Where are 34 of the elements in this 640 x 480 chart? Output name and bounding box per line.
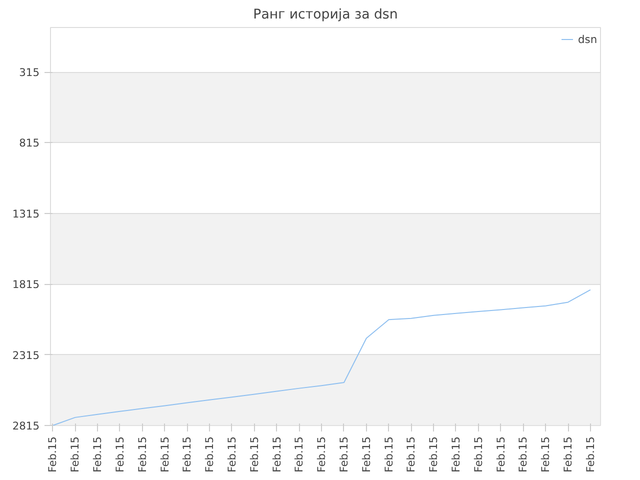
line-series bbox=[52, 289, 591, 426]
x-tick-label: Feb.15 bbox=[225, 436, 238, 472]
legend-label: dsn bbox=[578, 32, 598, 46]
x-tick-label: Feb.15 bbox=[539, 436, 552, 472]
y-tick-label: 315 bbox=[19, 66, 40, 80]
x-tick-label: Feb.15 bbox=[315, 436, 328, 472]
x-tick-label: Feb.15 bbox=[203, 436, 216, 472]
x-tick-label: Feb.15 bbox=[248, 436, 261, 472]
x-tick-label: Feb.15 bbox=[337, 436, 350, 472]
y-tick-label: 815 bbox=[19, 136, 40, 150]
x-tick-label: Feb.15 bbox=[494, 436, 508, 472]
y-tick-label: 1815 bbox=[12, 278, 40, 292]
x-tick-label: Feb.15 bbox=[562, 436, 575, 472]
x-tick-label: Feb.15 bbox=[360, 436, 373, 472]
x-tick-label: Feb.15 bbox=[68, 436, 82, 472]
y-tick-label: 1315 bbox=[12, 207, 40, 220]
x-tick-label: Feb.15 bbox=[404, 436, 418, 472]
x-tick-label: Feb.15 bbox=[584, 436, 597, 472]
x-tick-label: Feb.15 bbox=[382, 436, 396, 472]
x-tick-label: Feb.15 bbox=[450, 436, 462, 472]
x-tick-label: Feb.15 bbox=[427, 436, 440, 472]
chart-title: Ранг историја за dsn bbox=[253, 8, 398, 22]
y-tick-label: 2315 bbox=[12, 348, 40, 362]
x-tick-label: Feb.15 bbox=[46, 436, 60, 472]
x-tick-label: Feb.15 bbox=[516, 436, 530, 472]
x-tick-label: Feb.15 bbox=[113, 436, 126, 472]
x-tick-label: Feb.15 bbox=[270, 436, 284, 472]
x-tick-label: Feb.15 bbox=[472, 436, 485, 472]
x-tick-label: Feb.15 bbox=[180, 436, 194, 472]
y-tick-label: 2815 bbox=[12, 420, 40, 432]
x-tick-label: Feb.15 bbox=[136, 436, 149, 472]
x-tick-label: Feb.15 bbox=[158, 436, 172, 472]
x-tick-label: Feb.15 bbox=[292, 436, 306, 472]
x-tick-label: Feb.15 bbox=[91, 436, 104, 472]
